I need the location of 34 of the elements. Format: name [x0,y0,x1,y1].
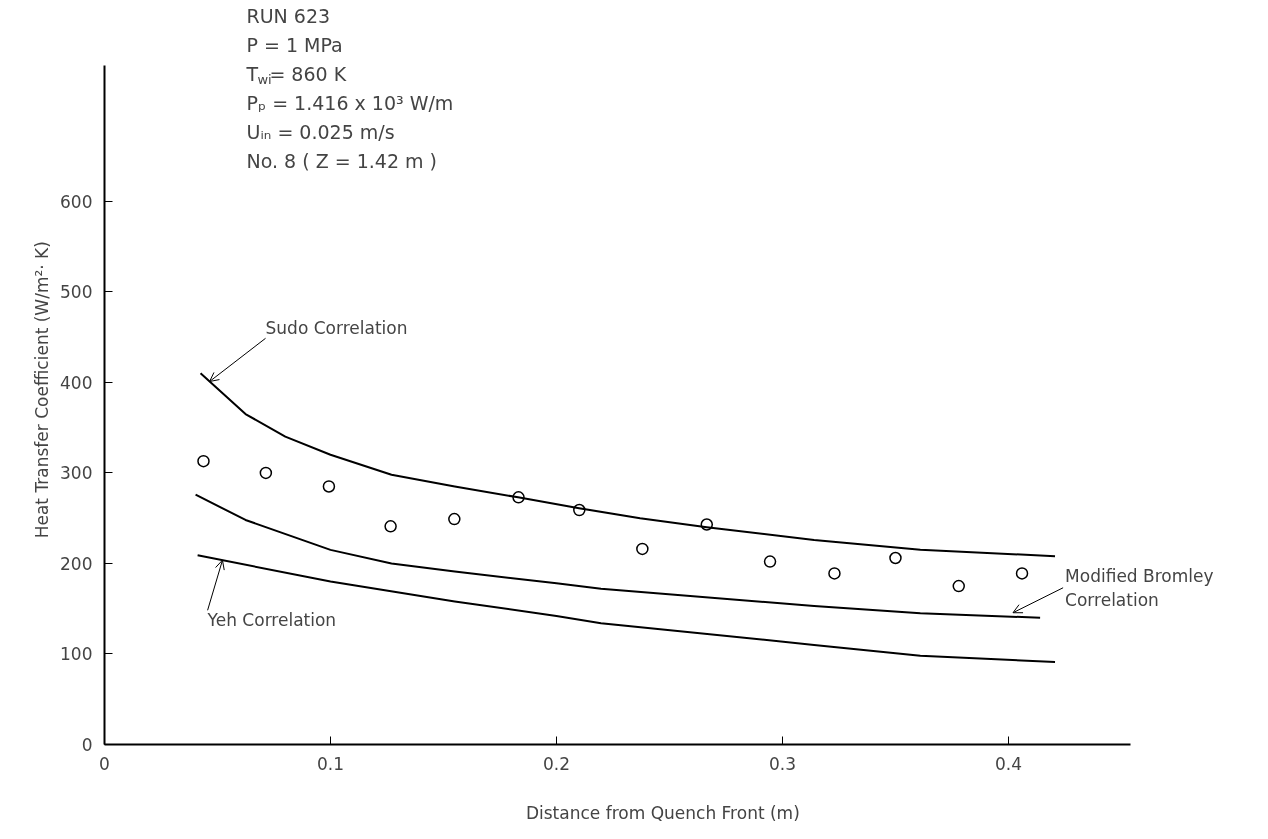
annotation: No. 8 ( Z = 1.42 m ) [246,149,437,172]
series-label: Modified Bromley Correlation [1065,565,1214,610]
annotation: Pₚ = 1.416 x 10³ W/m [246,91,454,114]
y-tick-label: 0 [81,735,93,755]
point [384,520,397,533]
point [322,480,336,493]
y-tick-label: 600 [60,191,93,212]
y-axis-title: Heat Transfer Coefficient (W/m²· K) [32,241,53,539]
point [763,555,777,568]
y-tick-label: 100 [60,644,93,665]
series-label: Yeh Correlation [206,610,337,631]
text: RUN 623 [246,4,331,27]
x-tick-label: 0.1 [316,753,345,774]
point [197,454,210,468]
x-tick-label: 0.3 [768,753,796,774]
annotation: Uᵢₙ = 0.025 m/s [246,120,395,143]
text: Sudo Correlation [265,318,408,339]
point [952,579,965,593]
point [828,567,841,580]
point [889,551,902,565]
y-tick-label: 300 [60,463,93,484]
text: P = 1 MPa [246,33,343,56]
x-tick-label: 0 [99,753,110,774]
x-axis-title: Distance from Quench Front (m) [525,802,800,823]
line-series [196,554,1057,664]
point [1015,567,1029,580]
y-tick-label: 200 [60,553,93,574]
y-tick-label: 400 [60,372,93,393]
point [259,466,273,480]
point [448,512,461,526]
x-tick-label: 0.4 [994,753,1022,774]
point [636,542,649,556]
x-tick-label: 0.2 [542,753,571,774]
y-tick-label: 500 [60,282,93,303]
